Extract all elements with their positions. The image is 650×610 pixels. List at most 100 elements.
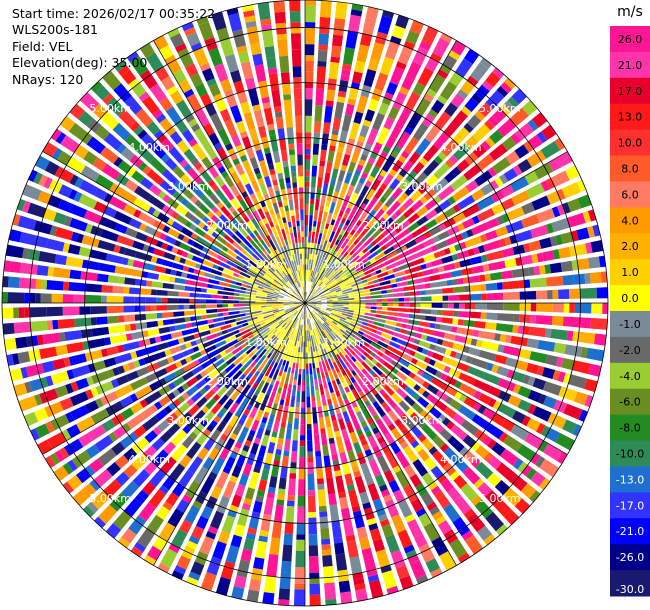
velocity-gate bbox=[306, 424, 312, 430]
velocity-gate bbox=[350, 376, 357, 384]
velocity-gate bbox=[409, 473, 423, 488]
velocity-gate bbox=[312, 311, 317, 316]
velocity-gate bbox=[484, 322, 497, 331]
velocity-gate bbox=[377, 240, 385, 247]
velocity-gate bbox=[403, 40, 416, 50]
velocity-gate bbox=[417, 396, 430, 409]
velocity-gate bbox=[316, 478, 325, 485]
velocity-gate bbox=[403, 292, 410, 297]
velocity-gate bbox=[291, 384, 297, 397]
velocity-gate bbox=[309, 276, 312, 282]
velocity-gate bbox=[480, 182, 495, 196]
velocity-gate bbox=[287, 367, 292, 374]
velocity-gate bbox=[420, 290, 426, 296]
velocity-gate bbox=[343, 154, 351, 161]
velocity-gate bbox=[538, 440, 549, 453]
velocity-gate bbox=[395, 322, 402, 328]
velocity-gate bbox=[376, 306, 383, 310]
velocity-gate bbox=[267, 441, 276, 454]
velocity-gate bbox=[258, 445, 267, 458]
velocity-gate bbox=[437, 185, 455, 201]
velocity-gate bbox=[551, 206, 561, 218]
velocity-gate bbox=[363, 162, 373, 175]
velocity-gate bbox=[253, 466, 261, 474]
velocity-gate bbox=[307, 286, 310, 293]
velocity-gate bbox=[347, 98, 356, 106]
velocity-gate bbox=[437, 69, 449, 79]
velocity-gate bbox=[305, 154, 311, 160]
colorbar-tick-label: -26.0 bbox=[616, 551, 644, 564]
velocity-gate bbox=[503, 303, 520, 311]
velocity-gate bbox=[471, 441, 481, 452]
velocity-gate bbox=[412, 277, 425, 285]
velocity-gate bbox=[381, 307, 388, 311]
velocity-gate bbox=[393, 298, 399, 302]
velocity-gate bbox=[274, 454, 281, 461]
velocity-gate bbox=[536, 131, 548, 144]
velocity-gate bbox=[408, 337, 416, 343]
velocity-gate bbox=[402, 484, 416, 498]
velocity-gate bbox=[321, 394, 327, 407]
velocity-gate bbox=[594, 333, 607, 346]
velocity-gate bbox=[370, 165, 381, 178]
velocity-gate bbox=[563, 403, 583, 420]
velocity-gate bbox=[341, 266, 348, 272]
velocity-gate bbox=[276, 499, 285, 506]
velocity-gate bbox=[444, 102, 458, 117]
velocity-gate bbox=[576, 227, 590, 241]
velocity-gate bbox=[297, 479, 305, 496]
velocity-gate bbox=[383, 324, 396, 331]
velocity-gate bbox=[311, 401, 316, 408]
velocity-gate bbox=[439, 551, 457, 571]
velocity-gate bbox=[231, 586, 245, 600]
velocity-gate bbox=[360, 438, 368, 447]
velocity-gate bbox=[305, 352, 308, 359]
velocity-gate bbox=[381, 290, 388, 294]
velocity-gate bbox=[379, 280, 391, 286]
velocity-gate bbox=[524, 279, 531, 289]
velocity-gate bbox=[354, 264, 360, 270]
velocity-gate bbox=[309, 363, 313, 375]
velocity-gate bbox=[591, 303, 603, 314]
velocity-gate bbox=[500, 81, 513, 94]
velocity-gate bbox=[369, 332, 381, 340]
velocity-gate bbox=[541, 367, 556, 380]
velocity-gate bbox=[364, 312, 376, 317]
velocity-gate bbox=[398, 205, 406, 213]
velocity-gate bbox=[339, 268, 350, 277]
velocity-gate bbox=[403, 207, 415, 219]
velocity-gate bbox=[322, 233, 327, 240]
velocity-gate bbox=[292, 429, 299, 441]
velocity-gate bbox=[381, 256, 388, 262]
velocity-gate bbox=[378, 358, 386, 365]
velocity-gate bbox=[342, 159, 349, 167]
velocity-gate bbox=[517, 325, 525, 335]
velocity-gate bbox=[361, 321, 368, 326]
velocity-gate bbox=[330, 45, 342, 58]
velocity-gate bbox=[350, 356, 357, 363]
velocity-gate bbox=[326, 308, 332, 312]
velocity-gate bbox=[372, 373, 380, 380]
velocity-gate bbox=[315, 300, 322, 302]
velocity-gate bbox=[468, 320, 475, 328]
velocity-gate bbox=[523, 141, 534, 153]
velocity-gate bbox=[346, 540, 359, 559]
velocity-gate bbox=[305, 319, 307, 331]
velocity-gate bbox=[354, 275, 360, 280]
velocity-gate bbox=[330, 414, 337, 422]
velocity-gate bbox=[328, 493, 337, 506]
velocity-gate bbox=[462, 217, 475, 229]
velocity-gate bbox=[513, 313, 520, 323]
velocity-gate bbox=[291, 367, 295, 374]
velocity-gate bbox=[403, 335, 410, 341]
velocity-gate bbox=[415, 332, 423, 339]
velocity-gate bbox=[398, 178, 411, 191]
colorbar-tick-label: 26.0 bbox=[618, 33, 643, 46]
velocity-gate bbox=[289, 467, 297, 474]
velocity-gate bbox=[545, 428, 561, 443]
velocity-gate bbox=[420, 263, 427, 270]
velocity-gate bbox=[345, 270, 351, 276]
velocity-gate bbox=[522, 374, 531, 385]
velocity-gate bbox=[394, 270, 406, 278]
velocity-gate bbox=[306, 287, 312, 298]
